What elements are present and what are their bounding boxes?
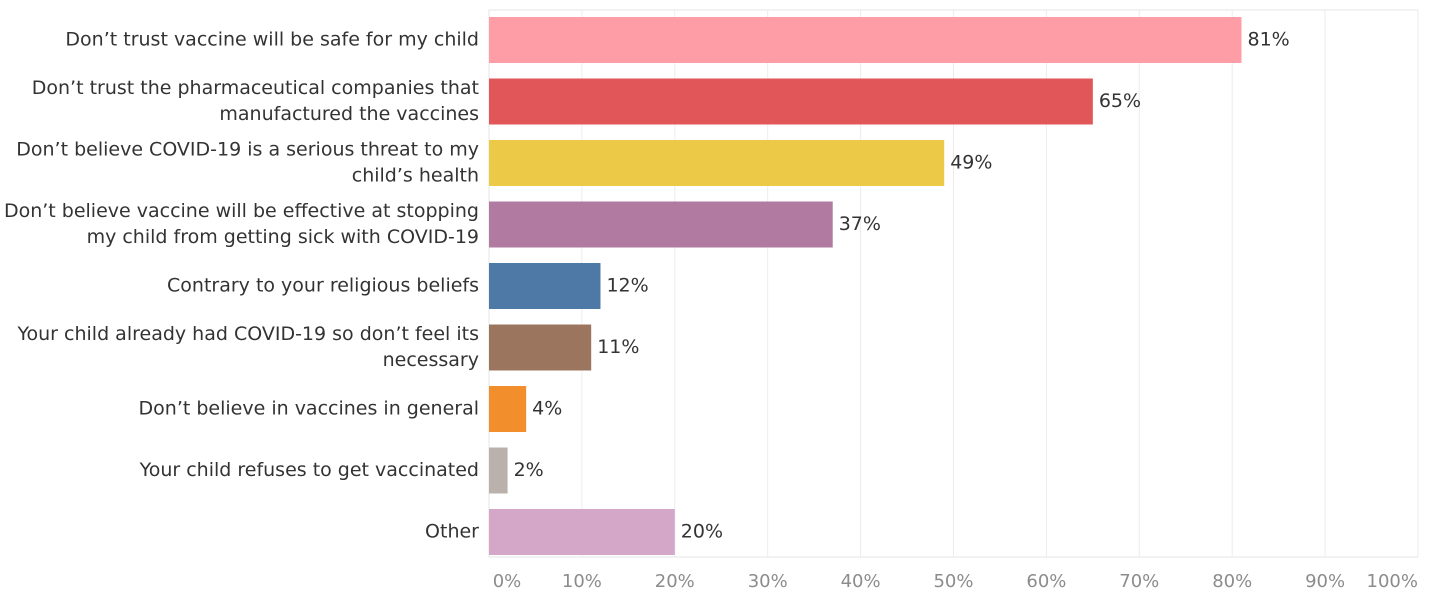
- x-tick-label: 90%: [1305, 571, 1345, 592]
- category-label: Don’t trust the pharmaceutical companies…: [32, 77, 479, 99]
- x-tick-label: 10%: [562, 571, 602, 592]
- data-label: 12%: [606, 275, 648, 297]
- bar: [489, 78, 1093, 125]
- bar: [489, 17, 1242, 63]
- category-label: necessary: [383, 349, 479, 371]
- bar: [489, 324, 592, 371]
- data-label: 65%: [1099, 90, 1141, 112]
- x-tick-label: 0%: [493, 571, 522, 592]
- category-label: Don’t trust vaccine will be safe for my …: [65, 29, 479, 51]
- data-label: 2%: [514, 459, 544, 481]
- bar: [489, 386, 527, 432]
- category-label: Your child already had COVID-19 so don’t…: [16, 323, 479, 345]
- x-tick-label: 20%: [655, 571, 695, 592]
- data-label: 49%: [950, 152, 992, 174]
- data-label: 20%: [681, 521, 723, 543]
- x-tick-label: 100%: [1367, 571, 1418, 592]
- category-label: Your child refuses to get vaccinated: [139, 459, 479, 481]
- x-tick-label: 70%: [1119, 571, 1159, 592]
- x-tick-label: 50%: [933, 571, 973, 592]
- category-label: Don’t believe in vaccines in general: [139, 398, 479, 420]
- x-tick-label: 40%: [841, 571, 881, 592]
- x-tick-label: 80%: [1212, 571, 1252, 592]
- category-label: Don’t believe vaccine will be effective …: [4, 200, 479, 222]
- category-label: my child from getting sick with COVID-19: [87, 226, 479, 248]
- bar: [489, 509, 675, 555]
- category-label: Other: [425, 521, 479, 543]
- x-tick-label: 60%: [1026, 571, 1066, 592]
- data-label: 81%: [1247, 29, 1289, 51]
- bar: [489, 201, 833, 248]
- data-label: 4%: [532, 398, 562, 420]
- category-label: child’s health: [352, 165, 479, 187]
- bar: [489, 447, 508, 494]
- category-label: Don’t believe COVID-19 is a serious thre…: [16, 139, 479, 161]
- category-label: manufactured the vaccines: [219, 103, 479, 125]
- x-tick-label: 30%: [748, 571, 788, 592]
- bar: [489, 140, 945, 186]
- data-label: 37%: [839, 213, 881, 235]
- bar: [489, 263, 601, 309]
- category-label: Contrary to your religious beliefs: [167, 275, 479, 297]
- data-label: 11%: [597, 336, 639, 358]
